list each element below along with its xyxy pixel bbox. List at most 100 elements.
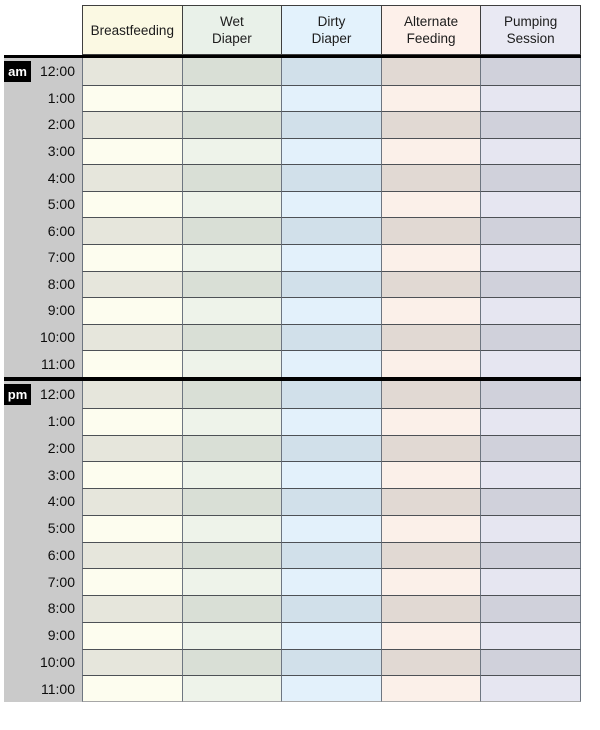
log-cell-breastfeeding-pm-900[interactable]: [82, 621, 182, 649]
log-cell-wet-diaper-pm-600[interactable]: [181, 541, 282, 569]
log-cell-wet-diaper-am-200[interactable]: [181, 111, 282, 138]
log-cell-wet-diaper-am-600[interactable]: [181, 217, 282, 245]
log-cell-wet-diaper-pm-300[interactable]: [181, 461, 282, 488]
log-cell-breastfeeding-am-400[interactable]: [82, 164, 182, 191]
log-cell-alternate-feeding-pm-900[interactable]: [380, 621, 481, 649]
log-cell-breastfeeding-pm-500[interactable]: [82, 514, 182, 542]
log-cell-dirty-diaper-pm-800[interactable]: [281, 595, 381, 622]
log-cell-alternate-feeding-pm-300[interactable]: [380, 461, 481, 488]
log-cell-dirty-diaper-pm-200[interactable]: [281, 434, 381, 462]
log-cell-pumping-session-am-100[interactable]: [480, 84, 581, 112]
log-cell-alternate-feeding-pm-700[interactable]: [380, 568, 481, 595]
log-cell-breastfeeding-am-800[interactable]: [82, 270, 182, 298]
log-cell-wet-diaper-am-700[interactable]: [181, 244, 282, 271]
log-cell-pumping-session-am-800[interactable]: [480, 270, 581, 298]
log-cell-dirty-diaper-am-600[interactable]: [281, 217, 381, 245]
log-cell-pumping-session-am-900[interactable]: [480, 297, 581, 324]
log-cell-wet-diaper-pm-400[interactable]: [181, 488, 282, 515]
log-cell-wet-diaper-pm-900[interactable]: [181, 621, 282, 649]
log-cell-alternate-feeding-am-900[interactable]: [380, 297, 481, 324]
log-cell-wet-diaper-pm-700[interactable]: [181, 568, 282, 595]
log-cell-dirty-diaper-pm-700[interactable]: [281, 568, 381, 595]
log-cell-dirty-diaper-pm-500[interactable]: [281, 514, 381, 542]
log-cell-breastfeeding-pm-300[interactable]: [82, 461, 182, 488]
log-cell-alternate-feeding-am-200[interactable]: [380, 111, 481, 138]
log-cell-dirty-diaper-pm-600[interactable]: [281, 541, 381, 569]
log-cell-alternate-feeding-pm-100[interactable]: [380, 407, 481, 435]
log-cell-pumping-session-pm-800[interactable]: [480, 595, 581, 622]
log-cell-wet-diaper-pm-200[interactable]: [181, 434, 282, 462]
log-cell-alternate-feeding-am-100[interactable]: [380, 84, 481, 112]
log-cell-dirty-diaper-am-1000[interactable]: [281, 323, 381, 351]
log-cell-breastfeeding-pm-800[interactable]: [82, 595, 182, 622]
log-cell-dirty-diaper-pm-1100[interactable]: [281, 675, 381, 702]
log-cell-dirty-diaper-am-300[interactable]: [281, 137, 381, 165]
log-cell-breastfeeding-pm-1000[interactable]: [82, 648, 182, 676]
log-cell-pumping-session-am-200[interactable]: [480, 111, 581, 138]
log-cell-wet-diaper-am-800[interactable]: [181, 270, 282, 298]
log-cell-pumping-session-am-1000[interactable]: [480, 323, 581, 351]
log-cell-breastfeeding-am-300[interactable]: [82, 137, 182, 165]
log-cell-dirty-diaper-pm-300[interactable]: [281, 461, 381, 488]
log-cell-dirty-diaper-pm-900[interactable]: [281, 621, 381, 649]
log-cell-wet-diaper-pm-1000[interactable]: [181, 648, 282, 676]
log-cell-dirty-diaper-pm-1200[interactable]: [281, 381, 381, 408]
log-cell-breastfeeding-am-1200[interactable]: [82, 58, 182, 85]
log-cell-alternate-feeding-am-700[interactable]: [380, 244, 481, 271]
log-cell-pumping-session-am-400[interactable]: [480, 164, 581, 191]
log-cell-breastfeeding-am-500[interactable]: [82, 190, 182, 218]
log-cell-alternate-feeding-pm-800[interactable]: [380, 595, 481, 622]
log-cell-pumping-session-pm-400[interactable]: [480, 488, 581, 515]
log-cell-alternate-feeding-pm-200[interactable]: [380, 434, 481, 462]
log-cell-alternate-feeding-pm-600[interactable]: [380, 541, 481, 569]
log-cell-dirty-diaper-am-800[interactable]: [281, 270, 381, 298]
log-cell-dirty-diaper-am-200[interactable]: [281, 111, 381, 138]
log-cell-dirty-diaper-am-700[interactable]: [281, 244, 381, 271]
log-cell-alternate-feeding-pm-400[interactable]: [380, 488, 481, 515]
log-cell-dirty-diaper-am-900[interactable]: [281, 297, 381, 324]
log-cell-wet-diaper-am-400[interactable]: [181, 164, 282, 191]
log-cell-breastfeeding-am-900[interactable]: [82, 297, 182, 324]
log-cell-pumping-session-pm-600[interactable]: [480, 541, 581, 569]
log-cell-breastfeeding-am-600[interactable]: [82, 217, 182, 245]
log-cell-wet-diaper-pm-1100[interactable]: [181, 675, 282, 702]
log-cell-wet-diaper-am-900[interactable]: [181, 297, 282, 324]
log-cell-pumping-session-pm-500[interactable]: [480, 514, 581, 542]
log-cell-wet-diaper-am-1200[interactable]: [181, 58, 282, 85]
log-cell-alternate-feeding-am-1200[interactable]: [380, 58, 481, 85]
log-cell-breastfeeding-am-1100[interactable]: [82, 350, 182, 377]
log-cell-wet-diaper-am-300[interactable]: [181, 137, 282, 165]
log-cell-pumping-session-pm-1100[interactable]: [480, 675, 581, 702]
log-cell-alternate-feeding-am-600[interactable]: [380, 217, 481, 245]
log-cell-breastfeeding-am-700[interactable]: [82, 244, 182, 271]
log-cell-pumping-session-pm-900[interactable]: [480, 621, 581, 649]
log-cell-breastfeeding-pm-1200[interactable]: [82, 381, 182, 408]
log-cell-alternate-feeding-pm-1100[interactable]: [380, 675, 481, 702]
log-cell-breastfeeding-pm-600[interactable]: [82, 541, 182, 569]
log-cell-alternate-feeding-am-1000[interactable]: [380, 323, 481, 351]
log-cell-wet-diaper-am-1000[interactable]: [181, 323, 282, 351]
log-cell-breastfeeding-am-1000[interactable]: [82, 323, 182, 351]
log-cell-wet-diaper-pm-800[interactable]: [181, 595, 282, 622]
log-cell-wet-diaper-pm-100[interactable]: [181, 407, 282, 435]
log-cell-alternate-feeding-am-1100[interactable]: [380, 350, 481, 377]
log-cell-alternate-feeding-am-500[interactable]: [380, 190, 481, 218]
log-cell-breastfeeding-pm-1100[interactable]: [82, 675, 182, 702]
log-cell-dirty-diaper-am-100[interactable]: [281, 84, 381, 112]
log-cell-dirty-diaper-am-1100[interactable]: [281, 350, 381, 377]
log-cell-pumping-session-am-1100[interactable]: [480, 350, 581, 377]
log-cell-wet-diaper-pm-500[interactable]: [181, 514, 282, 542]
log-cell-pumping-session-am-600[interactable]: [480, 217, 581, 245]
log-cell-wet-diaper-am-100[interactable]: [181, 84, 282, 112]
log-cell-dirty-diaper-pm-400[interactable]: [281, 488, 381, 515]
log-cell-breastfeeding-pm-200[interactable]: [82, 434, 182, 462]
log-cell-alternate-feeding-pm-500[interactable]: [380, 514, 481, 542]
log-cell-wet-diaper-am-1100[interactable]: [181, 350, 282, 377]
log-cell-pumping-session-pm-200[interactable]: [480, 434, 581, 462]
log-cell-dirty-diaper-am-500[interactable]: [281, 190, 381, 218]
log-cell-pumping-session-pm-700[interactable]: [480, 568, 581, 595]
log-cell-alternate-feeding-am-400[interactable]: [380, 164, 481, 191]
log-cell-alternate-feeding-am-300[interactable]: [380, 137, 481, 165]
log-cell-dirty-diaper-pm-100[interactable]: [281, 407, 381, 435]
log-cell-breastfeeding-am-100[interactable]: [82, 84, 182, 112]
